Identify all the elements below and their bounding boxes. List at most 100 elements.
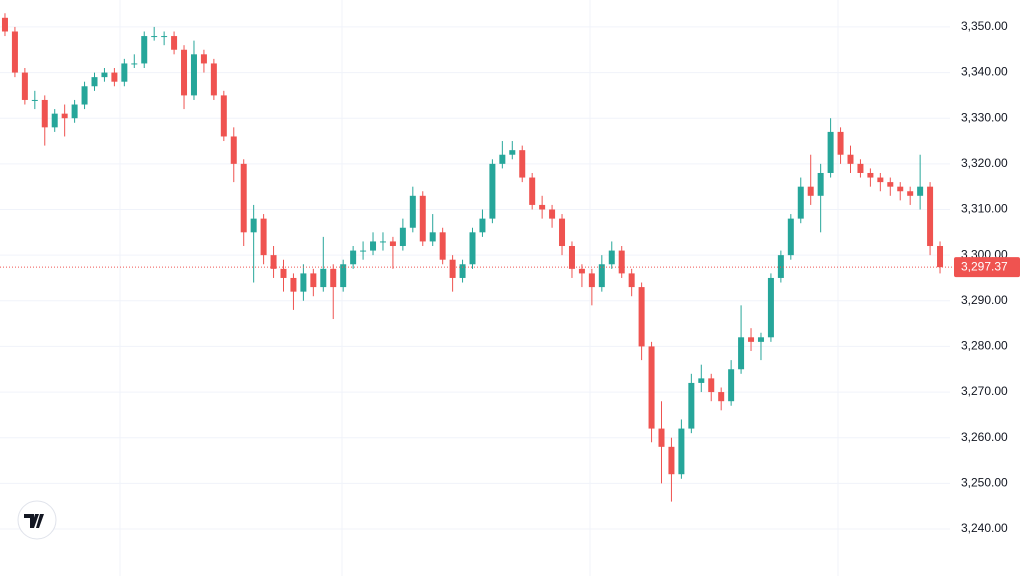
candle-body <box>598 264 605 288</box>
candle-body <box>31 99 38 101</box>
candle-body <box>638 287 645 347</box>
candle-body <box>628 273 635 288</box>
y-tick-label: 3,240.00 <box>961 521 1008 535</box>
candle-body <box>210 63 217 96</box>
candle-body <box>330 268 337 288</box>
candle-body <box>141 36 148 64</box>
candle-body <box>807 186 814 196</box>
y-tick-label: 3,330.00 <box>961 110 1008 124</box>
y-tick-label: 3,340.00 <box>961 65 1008 79</box>
candle-body <box>290 277 297 292</box>
candle-body <box>71 104 78 119</box>
logo-mark <box>24 514 44 528</box>
candle-body <box>738 337 745 370</box>
candle-body <box>877 177 884 183</box>
candle-body <box>171 36 178 50</box>
candle-body <box>897 186 904 192</box>
candle-body <box>559 218 566 247</box>
current-price-label: 3,297.37 <box>961 259 1008 273</box>
candle-body <box>887 182 894 187</box>
candle-body <box>131 63 138 65</box>
candle-body <box>389 241 396 247</box>
candle-body <box>578 268 585 274</box>
candle-body <box>549 209 556 219</box>
candle-body <box>927 186 934 247</box>
candle-body <box>41 99 48 128</box>
candle-body <box>797 186 804 219</box>
candle-body <box>857 163 864 173</box>
y-tick-label: 3,270.00 <box>961 384 1008 398</box>
candle-body <box>310 273 317 288</box>
candle-body <box>101 72 108 78</box>
candle-body <box>509 150 516 155</box>
y-tick-label: 3,350.00 <box>961 19 1008 33</box>
candle-body <box>51 113 58 128</box>
candle-body <box>519 150 526 178</box>
y-tick-label: 3,250.00 <box>961 476 1008 490</box>
candle-body <box>21 72 28 100</box>
candle-body <box>300 273 307 292</box>
candle-body <box>847 154 854 164</box>
y-tick-label: 3,260.00 <box>961 430 1008 444</box>
candle-body <box>529 177 536 205</box>
candles <box>1 13 944 502</box>
candle-body <box>11 31 18 73</box>
candle-body <box>190 54 197 96</box>
candle-body <box>568 246 575 269</box>
candle-body <box>1 17 8 32</box>
candle-body <box>648 346 655 429</box>
candle-body <box>817 172 824 196</box>
candle-body <box>489 163 496 219</box>
candle-body <box>907 191 914 196</box>
candle-body <box>409 195 416 228</box>
candle-body <box>608 250 615 265</box>
candle-body <box>748 337 755 342</box>
candle-body <box>399 227 406 247</box>
candle-body <box>658 428 665 447</box>
candle-body <box>618 250 625 274</box>
candle-body <box>469 232 476 265</box>
candle-body <box>867 172 874 178</box>
candle-body <box>499 154 506 164</box>
candle-body <box>678 428 685 475</box>
candle-body <box>230 136 237 164</box>
y-tick-label: 3,280.00 <box>961 339 1008 353</box>
candle-body <box>111 72 118 82</box>
candle-body <box>718 392 725 402</box>
candle-body <box>61 113 68 119</box>
candle-body <box>151 36 158 38</box>
candle-body <box>429 232 436 242</box>
candle-body <box>181 49 188 96</box>
candle-body <box>787 218 794 256</box>
logo-circle <box>17 500 57 540</box>
candle-body <box>379 241 386 243</box>
candle-body <box>728 369 735 402</box>
candle-body <box>360 250 367 252</box>
candle-body <box>917 186 924 196</box>
candle-body <box>459 264 466 278</box>
candle-body <box>698 378 705 383</box>
candle-body <box>588 273 595 288</box>
candle-body <box>220 95 227 137</box>
candle-body <box>250 218 257 233</box>
candle-body <box>81 86 88 105</box>
y-tick-label: 3,320.00 <box>961 156 1008 170</box>
current-price-badge <box>954 257 1020 278</box>
candle-body <box>121 63 128 82</box>
candle-body <box>200 54 207 64</box>
candle-body <box>688 382 695 429</box>
candle-body <box>260 218 267 256</box>
candle-body <box>370 241 377 251</box>
candle-body <box>668 446 675 475</box>
candle-body <box>439 232 446 260</box>
candle-body <box>827 131 834 173</box>
candle-body <box>767 277 774 338</box>
y-tick-label: 3,290.00 <box>961 293 1008 307</box>
time-grid <box>119 0 839 576</box>
price-axis: 3,240.00 3,250.00 3,260.00 3,270.00 3,280.00… <box>0 19 1020 535</box>
candle-body <box>449 259 456 278</box>
candle-body <box>320 268 327 288</box>
candle-body <box>539 204 546 210</box>
candle-body <box>161 36 168 38</box>
